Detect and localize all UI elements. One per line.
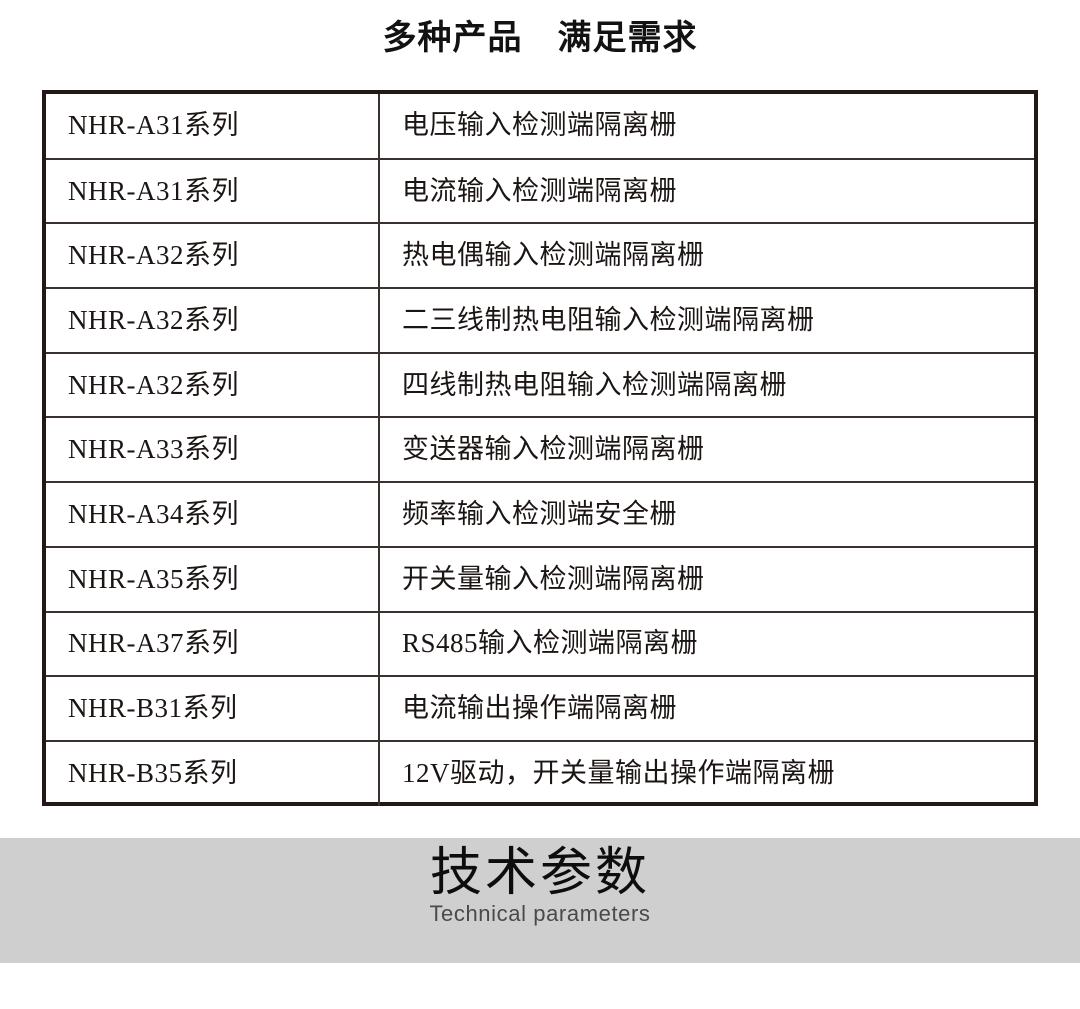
technical-parameters-banner: 技术参数 Technical parameters — [0, 838, 1080, 963]
product-model-cell: NHR-B35系列 — [46, 739, 380, 806]
product-model-cell: NHR-B31系列 — [46, 675, 380, 741]
technical-parameters-title: 技术参数 — [429, 843, 650, 903]
product-model-cell: NHR-A32系列 — [46, 222, 380, 289]
product-description-cell: 热电偶输入检测端隔离栅 — [379, 222, 1034, 289]
table-row: NHR-A32系列 二三线制热电阻输入检测端隔离栅 — [46, 287, 1034, 353]
table-row: NHR-A37系列 RS485输入检测端隔离栅 — [46, 610, 1034, 677]
product-model-cell: NHR-A31系列 — [46, 157, 380, 224]
product-description-cell: 变送器输入检测端隔离栅 — [379, 416, 1034, 483]
product-description-cell: 频率输入检测端安全栅 — [379, 481, 1034, 547]
product-model-cell: NHR-A34系列 — [46, 481, 380, 547]
table-row: NHR-A31系列 电流输入检测端隔离栅 — [46, 157, 1034, 224]
product-model-cell: NHR-A37系列 — [46, 610, 380, 677]
product-table-container: NHR-A31系列 电压输入检测端隔离栅 NHR-A31系列 电流输入检测端隔离… — [42, 90, 1038, 806]
product-description-cell: RS485输入检测端隔离栅 — [379, 610, 1034, 677]
product-table-body: NHR-A31系列 电压输入检测端隔离栅 NHR-A31系列 电流输入检测端隔离… — [46, 94, 1034, 806]
product-description-cell: 二三线制热电阻输入检测端隔离栅 — [379, 287, 1034, 353]
table-row: NHR-A34系列 频率输入检测端安全栅 — [46, 481, 1034, 547]
table-row: NHR-A31系列 电压输入检测端隔离栅 — [46, 94, 1034, 159]
product-description-cell: 电压输入检测端隔离栅 — [402, 110, 677, 141]
product-description-cell: 12V驱动，开关量输出操作端隔离栅 — [379, 739, 1034, 806]
table-row: NHR-A35系列 开关量输入检测端隔离栅 — [46, 545, 1034, 612]
product-model-cell: NHR-A33系列 — [46, 416, 380, 483]
table-row: NHR-A32系列 四线制热电阻输入检测端隔离栅 — [46, 351, 1034, 418]
product-description-cell: 电流输入检测端隔离栅 — [379, 157, 1034, 224]
product-description-cell: 四线制热电阻输入检测端隔离栅 — [379, 351, 1034, 418]
product-description-cell: 开关量输入检测端隔离栅 — [379, 545, 1034, 612]
table-row: NHR-A32系列 热电偶输入检测端隔离栅 — [46, 222, 1034, 289]
product-model-cell: NHR-A35系列 — [46, 545, 380, 612]
product-table: NHR-A31系列 电压输入检测端隔离栅 NHR-A31系列 电流输入检测端隔离… — [46, 94, 1034, 806]
table-row: NHR-A33系列 变送器输入检测端隔离栅 — [46, 416, 1034, 483]
table-row: NHR-B35系列 12V驱动，开关量输出操作端隔离栅 — [46, 739, 1034, 806]
technical-parameters-subtitle: Technical parameters — [429, 900, 651, 926]
product-model-cell: NHR-A32系列 — [46, 351, 380, 418]
table-row: NHR-B31系列 电流输出操作端隔离栅 — [46, 675, 1034, 741]
product-description-cell: 电流输出操作端隔离栅 — [379, 675, 1034, 741]
product-model-cell: NHR-A32系列 — [46, 287, 380, 353]
page-title: 多种产品 满足需求 — [382, 18, 698, 58]
product-model-cell: NHR-A31系列 — [46, 94, 380, 159]
